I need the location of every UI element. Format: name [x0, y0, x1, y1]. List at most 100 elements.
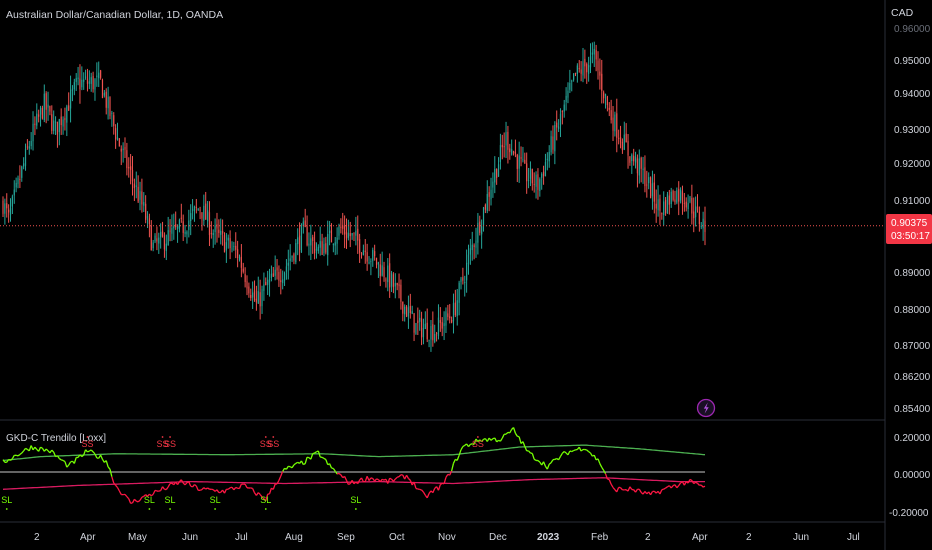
candle-body [250, 294, 252, 298]
candle-body [689, 196, 691, 202]
oscillator-segment [627, 486, 631, 492]
candle-body [131, 169, 134, 182]
oscillator-segment [252, 488, 256, 493]
candle-body [84, 76, 87, 78]
oscillator-segment [70, 460, 73, 463]
oscillator-segment [407, 478, 411, 481]
candle-body [691, 197, 693, 214]
candle-body [428, 340, 430, 341]
candle-body [173, 226, 175, 229]
candle-body [2, 200, 4, 214]
oscillator-segment [537, 460, 541, 463]
candle-body [285, 266, 288, 272]
candle-body [557, 126, 560, 129]
candle-body [627, 141, 629, 156]
price-tick: 0.87000 [894, 341, 931, 352]
lightning-icon[interactable] [696, 398, 716, 418]
candle-body [580, 69, 582, 74]
signal-dot [169, 436, 171, 438]
candle-body [184, 231, 186, 234]
indicator-axis[interactable]: 0.20000 0.00000 -0.20000 [889, 433, 931, 519]
candle-body [351, 233, 353, 236]
candle-body [267, 279, 269, 285]
candle-body [610, 110, 612, 121]
candle-body [432, 324, 434, 341]
oscillator-segment [25, 447, 28, 451]
oscillator-segment [111, 476, 115, 484]
candle-body [372, 249, 374, 261]
candle-body [559, 113, 562, 126]
oscillator-segment [569, 450, 572, 453]
oscillator-segment [473, 438, 477, 445]
signal-dot [272, 436, 275, 438]
candle-body [484, 204, 486, 210]
price-tick: 0.92000 [894, 159, 931, 170]
oscillator-segment [317, 450, 321, 458]
candle-body [163, 235, 166, 250]
oscillator-segment [462, 444, 466, 448]
candle-body [415, 323, 417, 335]
oscillator-segment [426, 493, 430, 499]
oscillator-segment [512, 427, 517, 434]
candle-body [190, 213, 192, 222]
oscillator-segment [195, 485, 199, 491]
oscillator-segment [588, 451, 591, 454]
oscillator-segment [509, 429, 513, 434]
candle-body [13, 189, 15, 196]
candle-body [349, 233, 351, 237]
oscillator-segment [589, 452, 593, 457]
candle-body [197, 208, 199, 210]
candle-body [582, 61, 584, 76]
oscillator-segment [304, 457, 308, 464]
oscillator-segment [398, 474, 402, 478]
candle-body [507, 131, 509, 150]
candle-body [625, 133, 627, 143]
candle-body [332, 244, 334, 245]
oscillator-segment [109, 469, 113, 477]
oscillator-segment [650, 491, 654, 496]
candle-body [330, 229, 333, 243]
time-axis[interactable]: 2 Apr May Jun Jul Aug Sep Oct Nov Dec 20… [34, 532, 860, 543]
oscillator-segment [483, 437, 486, 440]
candle-body [584, 58, 586, 67]
oscillator-segment [177, 481, 180, 485]
signal-dot [169, 508, 171, 510]
candle-body [225, 242, 227, 251]
candle-body [693, 211, 695, 219]
time-label: Apr [80, 532, 96, 543]
candle-body [328, 230, 331, 234]
candle-body [661, 213, 663, 215]
oscillator-segment [449, 470, 453, 476]
candle-body [111, 113, 113, 114]
oscillator-segment [139, 496, 143, 501]
candle-body [6, 203, 8, 209]
oscillator-segment [105, 460, 109, 468]
indicator-title[interactable]: GKD-C Trendilo [Loxx] [6, 433, 106, 444]
oscillator-segment [162, 486, 165, 490]
candle-body [593, 48, 595, 55]
short-signal-label: SS [472, 439, 484, 449]
oscillator-segment [586, 449, 590, 453]
oscillator-segment [432, 488, 436, 493]
candle-body [531, 169, 533, 184]
candle-body [205, 203, 207, 220]
price-axis[interactable]: 0.95000 0.94000 0.93000 0.92000 0.91000 … [894, 56, 931, 415]
candle-body [4, 203, 6, 214]
candle-body [524, 159, 526, 164]
upper-band-line [2, 444, 706, 462]
candle-body [88, 81, 90, 84]
signal-dot [5, 508, 8, 510]
candle-body [360, 253, 363, 255]
oscillator-segment [23, 447, 27, 452]
candle-body [304, 220, 306, 228]
candle-body [437, 317, 440, 336]
candle-body [704, 220, 706, 233]
candle-body [666, 194, 669, 214]
oscillator-segment [559, 452, 563, 457]
candle-body [603, 92, 605, 99]
oscillator-segment [167, 483, 171, 488]
candle-body [678, 188, 680, 202]
oscillator-segment [443, 477, 447, 484]
candle-body [233, 246, 235, 248]
